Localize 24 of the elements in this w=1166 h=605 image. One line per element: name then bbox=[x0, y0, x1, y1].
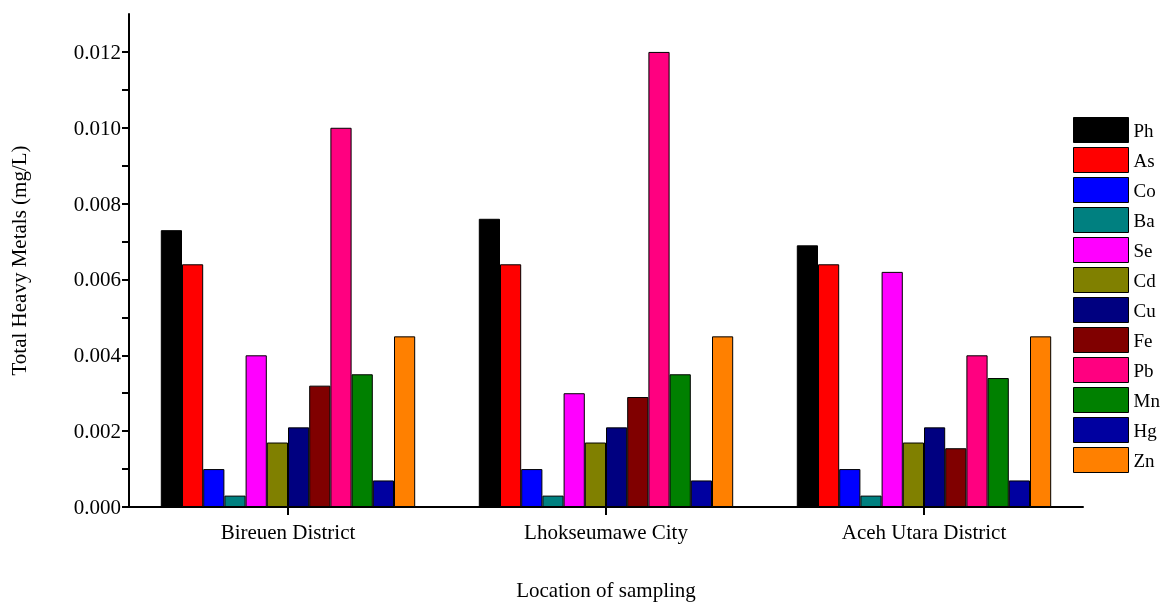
legend-label: Fe bbox=[1133, 329, 1153, 351]
x-tick-label: Bireuen District bbox=[220, 519, 356, 544]
legend-label: Zn bbox=[1133, 449, 1156, 471]
legend-label: Cd bbox=[1133, 269, 1157, 291]
y-tick-label: 0.008 bbox=[73, 191, 121, 216]
x-tick-label: Aceh Utara District bbox=[841, 519, 1007, 544]
legend-label: Co bbox=[1133, 179, 1156, 201]
legend-label: Pb bbox=[1133, 359, 1154, 381]
legend-label: Ba bbox=[1133, 209, 1156, 231]
x-axis-title: Location of sampling bbox=[516, 577, 697, 602]
legend-label: Ph bbox=[1133, 119, 1155, 141]
y-tick-label: 0.000 bbox=[73, 495, 121, 519]
y-tick-label: 0.010 bbox=[73, 115, 121, 140]
legend-label: Mn bbox=[1133, 389, 1161, 411]
y-tick-label: 0.002 bbox=[73, 419, 121, 444]
y-tick-label: 0.006 bbox=[73, 267, 121, 292]
y-axis-title: Total Heavy Metals (mg/L) bbox=[6, 145, 31, 376]
y-tick-label: 0.012 bbox=[73, 39, 121, 64]
legend-label: Cu bbox=[1133, 299, 1157, 321]
legend-label: Se bbox=[1133, 239, 1153, 261]
y-tick-label: 0.004 bbox=[73, 343, 122, 368]
legend-label: As bbox=[1133, 149, 1155, 171]
legend-label: Hg bbox=[1133, 419, 1158, 441]
x-tick-label: Lhokseumawe City bbox=[524, 519, 689, 544]
